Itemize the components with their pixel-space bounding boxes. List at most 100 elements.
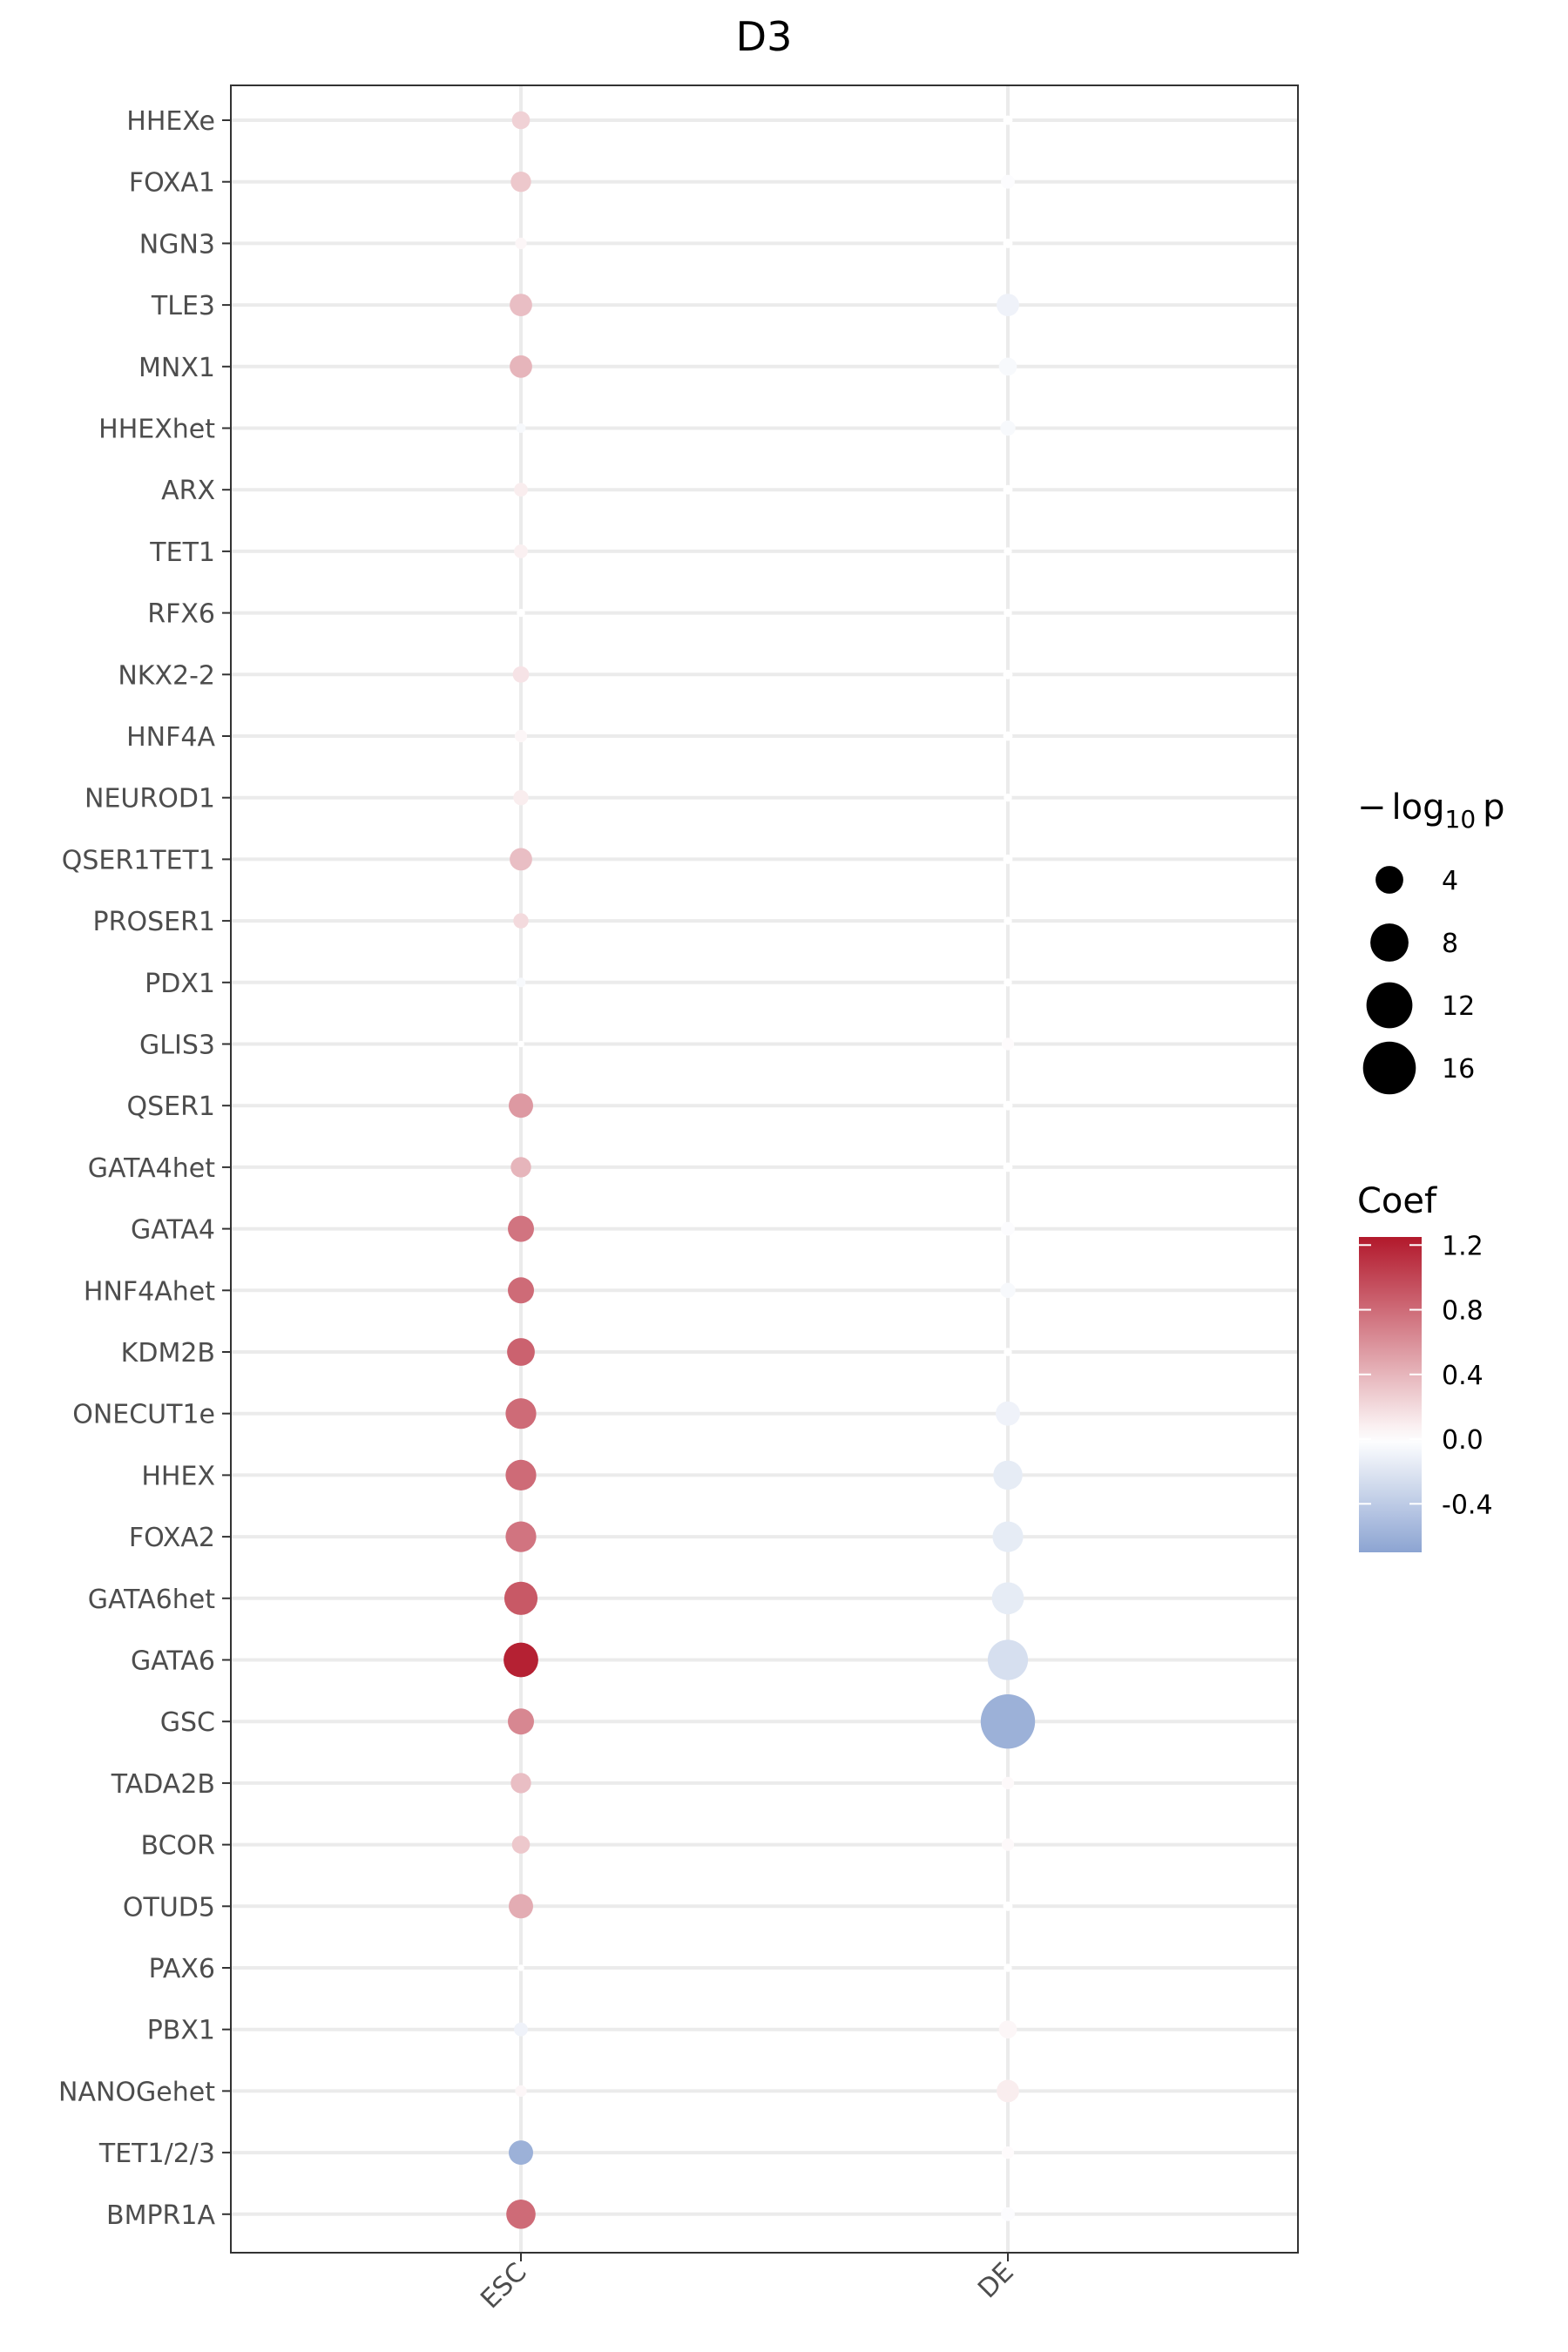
data-point	[980, 1694, 1036, 1749]
y-tick-label: BMPR1A	[106, 2200, 215, 2231]
data-point	[513, 790, 529, 806]
data-point	[1004, 547, 1012, 556]
size-legend-title-log: log	[1392, 787, 1445, 828]
y-tick-label: TET1	[149, 537, 215, 568]
data-point	[506, 2200, 536, 2229]
data-point	[507, 1338, 535, 1366]
data-point	[1001, 2146, 1015, 2159]
data-point	[505, 1521, 537, 1552]
y-tick-label: PBX1	[147, 2016, 215, 2046]
y-tick-label: HNF4Ahet	[84, 1276, 215, 1307]
data-point	[510, 848, 532, 871]
size-legend-items: 4 8 12 16	[1362, 866, 1475, 1095]
data-point	[1003, 115, 1013, 125]
y-tick-label: QSER1	[126, 1092, 215, 1122]
data-point	[1004, 1963, 1012, 1972]
data-point	[510, 1157, 531, 1178]
y-tick-label: PAX6	[149, 1954, 215, 1984]
y-tick-label: NGN3	[139, 229, 215, 260]
y-tick-label: KDM2B	[121, 1338, 215, 1369]
size-legend-title-minus: −	[1357, 787, 1387, 828]
data-point	[517, 608, 525, 618]
data-point	[987, 1639, 1029, 1680]
y-tick-label: GLIS3	[139, 1031, 215, 1061]
data-point	[508, 1708, 534, 1735]
y-tick-label: HHEXhet	[98, 415, 215, 445]
data-point	[509, 2140, 533, 2166]
y-tick-label: RFX6	[147, 599, 215, 630]
colorbar-label: 0.4	[1442, 1361, 1484, 1391]
y-tick-label: PROSER1	[93, 907, 215, 937]
data-point	[509, 1894, 533, 1919]
size-legend-label: 16	[1442, 1054, 1475, 1085]
data-point	[516, 423, 526, 433]
data-point	[508, 1277, 534, 1304]
data-point	[505, 1398, 537, 1429]
data-point	[514, 483, 528, 497]
y-tick-label: QSER1TET1	[62, 845, 215, 875]
data-point	[504, 1581, 538, 1615]
data-points	[504, 111, 1036, 2229]
data-point	[513, 913, 529, 929]
data-point	[1003, 1162, 1013, 1173]
y-tick-label: GATA4	[131, 1215, 215, 1246]
size-legend-label: 12	[1442, 991, 1475, 1022]
y-tick-label: MNX1	[139, 353, 215, 383]
x-axis: ESC DE	[475, 2253, 1020, 2315]
y-tick-label: BCOR	[141, 1831, 215, 1862]
data-point	[1004, 1348, 1012, 1356]
colorbar-label: 1.2	[1442, 1231, 1484, 1261]
y-tick-label: NEUROD1	[84, 784, 215, 814]
y-tick-label: TLE3	[151, 291, 215, 321]
size-legend-title: − log10 p	[1357, 787, 1505, 834]
colorbar-label: 0.8	[1442, 1296, 1484, 1327]
data-point	[512, 666, 530, 683]
data-point	[998, 357, 1017, 376]
data-point	[509, 1093, 533, 1119]
y-tick-label: GATA6het	[88, 1585, 216, 1615]
data-point	[517, 1964, 524, 1971]
y-tick-label: HHEXe	[126, 106, 215, 137]
y-tick-label: FOXA2	[129, 1523, 215, 1553]
data-point	[517, 1040, 524, 1048]
data-point	[1003, 484, 1013, 495]
data-point	[998, 2020, 1017, 2038]
y-tick-label: NANOGehet	[58, 2077, 215, 2107]
data-point	[1004, 978, 1012, 987]
colorbar-ticks: 1.2 0.8 0.4 0.0 -0.4	[1359, 1231, 1493, 1520]
y-tick-label: TET1/2/3	[98, 2139, 215, 2169]
data-point	[510, 172, 531, 193]
data-point	[1000, 420, 1016, 436]
y-tick-label: TADA2B	[111, 1769, 215, 1800]
panel-grid	[231, 85, 1298, 2253]
data-point	[508, 1215, 534, 1242]
size-legend: − log10 p 4 8 12 16	[1357, 787, 1505, 1095]
size-legend-label: 4	[1442, 866, 1458, 896]
data-point	[1001, 1221, 1015, 1236]
y-tick-label: GATA4het	[88, 1153, 216, 1184]
colorbar	[1359, 1237, 1422, 1552]
data-point	[1001, 1838, 1015, 1851]
data-point	[1001, 174, 1015, 189]
data-point	[1003, 1901, 1013, 1911]
data-point	[514, 2022, 528, 2037]
data-point	[510, 294, 532, 316]
data-point	[514, 544, 528, 558]
size-legend-key	[1370, 923, 1409, 962]
size-legend-key	[1375, 866, 1403, 894]
data-point	[514, 729, 528, 743]
size-legend-title-sub: 10	[1445, 805, 1477, 834]
color-legend-title: Coef	[1357, 1181, 1437, 1221]
data-point	[1001, 1776, 1015, 1789]
data-point	[1003, 1100, 1013, 1111]
data-point	[1004, 916, 1012, 925]
data-point	[510, 1773, 531, 1794]
x-tick-label: ESC	[475, 2257, 532, 2315]
size-legend-key	[1362, 1041, 1416, 1095]
y-tick-label: HHEX	[141, 1461, 215, 1491]
data-point	[1004, 794, 1012, 802]
data-point	[511, 1835, 531, 1854]
y-tick-label: GSC	[160, 1707, 215, 1738]
data-point	[504, 1642, 538, 1678]
